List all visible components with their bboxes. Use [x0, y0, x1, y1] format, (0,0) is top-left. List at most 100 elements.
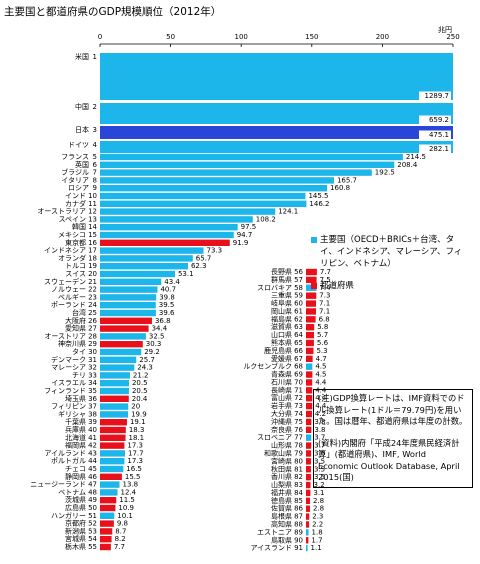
- category-label: スロベニア: [257, 434, 292, 442]
- bar: [100, 458, 125, 465]
- bar: [306, 324, 315, 331]
- rank-label: 47: [88, 481, 97, 489]
- bar: [100, 126, 453, 139]
- value-label: 3.7: [314, 442, 325, 450]
- value-label: 2.3: [312, 513, 323, 521]
- category-label: 岡山県: [271, 306, 292, 315]
- category-label: オーストラリア: [37, 208, 86, 216]
- bar: [306, 363, 313, 370]
- bar: [100, 270, 175, 278]
- value-label: 20.5: [132, 387, 148, 395]
- value-label: 5.7: [317, 331, 328, 339]
- bar: [306, 473, 311, 481]
- value-label: 19.1: [130, 418, 146, 426]
- rank-label: 83: [294, 481, 303, 489]
- value-label: 2.8: [313, 505, 324, 513]
- value-label: 18.1: [129, 434, 145, 442]
- value-label: 62.3: [191, 262, 207, 270]
- bar: [100, 372, 130, 379]
- value-label: 10.9: [118, 504, 134, 512]
- category-label: 群馬県: [271, 275, 292, 284]
- rank-label: 71: [294, 386, 303, 394]
- category-label: トルコ: [65, 262, 86, 270]
- rank-label: 70: [294, 378, 303, 386]
- rank-label: 7: [93, 169, 97, 177]
- value-label: 208.4: [397, 161, 418, 169]
- bar: [100, 512, 115, 519]
- value-label: 15.5: [125, 473, 141, 481]
- category-label: 沖縄県: [271, 417, 292, 426]
- rank-label: 37: [88, 403, 97, 411]
- bar: [100, 239, 230, 246]
- bar: [100, 247, 204, 254]
- bar: [100, 403, 129, 410]
- category-label: 富山県: [271, 393, 292, 402]
- rank-label: 28: [88, 332, 97, 340]
- x-tick-label: 250: [446, 33, 459, 41]
- rank-label: 61: [294, 307, 303, 315]
- rank-label: 81: [294, 465, 303, 473]
- bar: [100, 255, 193, 262]
- rank-label: 15: [88, 231, 97, 239]
- bar: [100, 317, 152, 324]
- category-label: 和歌山県: [264, 448, 292, 457]
- bar: [100, 341, 143, 348]
- category-label: 米国: [75, 52, 89, 61]
- category-label: 埼玉県: [65, 394, 86, 403]
- rank-label: 6: [93, 161, 98, 169]
- bar: [306, 521, 310, 528]
- bar: [306, 355, 313, 362]
- category-label: 大分県: [271, 409, 292, 418]
- value-label: 7.1: [319, 300, 330, 308]
- bar: [100, 325, 149, 332]
- bar: [100, 161, 395, 168]
- category-label: 愛媛県: [271, 354, 292, 363]
- bar: [306, 544, 308, 552]
- category-label: 東京都: [65, 238, 86, 247]
- rank-label: 2: [93, 103, 97, 111]
- value-label: 39.5: [159, 301, 175, 309]
- rank-label: 48: [88, 488, 97, 496]
- category-label: マレーシア: [51, 364, 86, 372]
- rank-label: 8: [93, 176, 97, 184]
- value-label: 3.5: [314, 457, 325, 465]
- bar: [306, 434, 312, 441]
- bar: [306, 466, 311, 473]
- bar: [100, 442, 125, 449]
- rank-label: 31: [88, 356, 97, 364]
- category-label: デンマーク: [51, 355, 86, 364]
- value-label: 165.7: [337, 176, 357, 184]
- category-label: 栃木県: [65, 542, 86, 551]
- rank-label: 35: [88, 387, 97, 395]
- category-label: フィリピン: [51, 403, 86, 411]
- category-label: 千葉県: [65, 417, 86, 426]
- value-label: 3.1: [313, 489, 324, 497]
- rank-label: 19: [88, 262, 97, 270]
- rank-label: 29: [88, 340, 97, 348]
- bar: [100, 356, 137, 363]
- bar: [306, 458, 311, 465]
- category-label: 福岡県: [65, 441, 86, 450]
- bar: [100, 200, 307, 207]
- note-box: (注)GDP換算レートは、IMF資料でのドル換算レート(1ドル＝79.79円)を…: [313, 389, 473, 488]
- category-label: 新潟県: [65, 526, 86, 535]
- category-label: フィンランド: [44, 387, 86, 395]
- rank-label: 56: [294, 268, 303, 276]
- bar: [306, 505, 310, 512]
- category-label: 英国: [75, 160, 89, 169]
- chart-title: 主要国と都道府県のGDP規模順位（2012年）: [4, 5, 221, 18]
- value-label: 2.8: [313, 497, 324, 505]
- category-label: ポーランド: [51, 301, 86, 309]
- x-tick-label: 100: [235, 33, 248, 41]
- rank-label: 62: [294, 315, 303, 323]
- rank-label: 91: [294, 544, 303, 552]
- rank-label: 12: [88, 208, 97, 216]
- category-label: スロバキア: [257, 284, 292, 292]
- bar: [306, 379, 313, 386]
- value-label: 7.1: [319, 307, 330, 315]
- category-label: 高知県: [271, 519, 292, 528]
- value-label: 73.3: [206, 247, 222, 255]
- rank-label: 14: [88, 223, 97, 231]
- value-label: 17.3: [127, 442, 143, 450]
- value-label: 1.1: [311, 544, 322, 552]
